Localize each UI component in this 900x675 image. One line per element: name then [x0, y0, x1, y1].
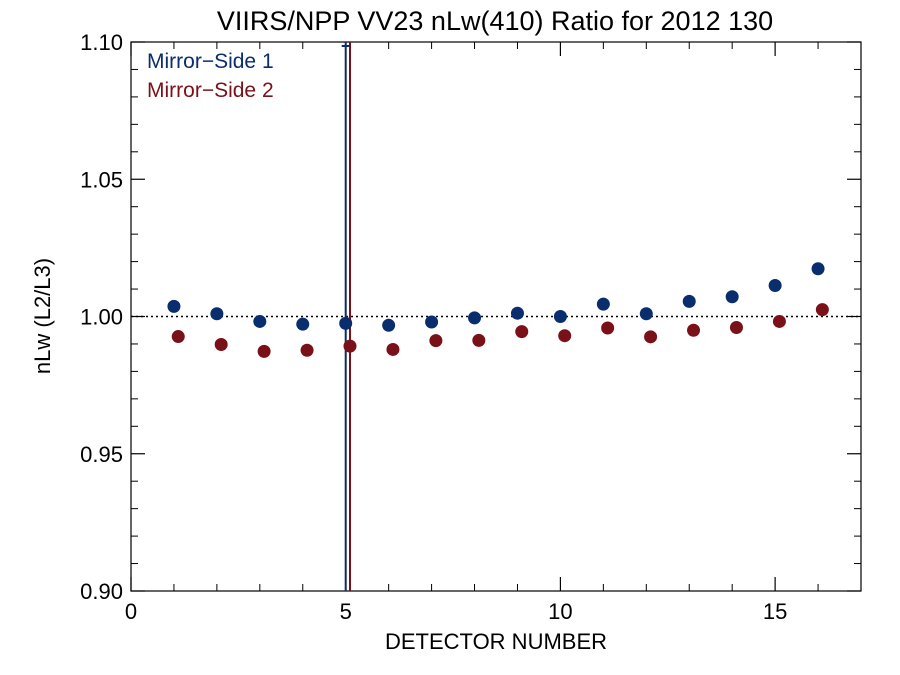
- series-1-point: [639, 307, 653, 321]
- y-tick-label: 0.90: [80, 579, 123, 604]
- series-1-point: [425, 315, 439, 329]
- series-2-point: [515, 325, 529, 339]
- series-1-point: [682, 294, 696, 308]
- series-2-point: [429, 334, 443, 348]
- y-tick-label: 1.05: [80, 167, 123, 192]
- series-1-point: [596, 297, 610, 311]
- y-tick-label: 0.95: [80, 442, 123, 467]
- tick-labels: 0 5 10 15 0.90 0.95 1.00 1.05 1.10: [80, 30, 787, 624]
- series-2-point: [601, 321, 615, 335]
- legend-entry-mirror-side-1: Mirror−Side 1: [147, 50, 274, 73]
- series-1-point: [768, 278, 782, 292]
- series-2-point: [772, 314, 786, 328]
- series-1-point: [553, 310, 567, 323]
- series-1-point: [210, 307, 224, 321]
- x-tick-label: 15: [763, 599, 787, 624]
- series-2-point: [300, 343, 314, 357]
- series-1-point: [339, 316, 353, 330]
- y-tick-label: 1.00: [80, 305, 123, 330]
- series-1-point: [382, 318, 396, 332]
- x-axis-label: DETECTOR NUMBER: [385, 629, 607, 654]
- vertical-lines: [341, 42, 351, 591]
- data-points: [167, 262, 829, 358]
- series-1-point: [167, 299, 181, 313]
- series-1-point: [296, 317, 310, 331]
- series-2-point: [386, 342, 400, 356]
- chart-title: VIIRS/NPP VV23 nLw(410) Ratio for 2012 1…: [217, 6, 773, 36]
- series-1-point: [510, 306, 524, 320]
- legend-entry-mirror-side-2: Mirror−Side 2: [147, 79, 274, 102]
- legend: Mirror−Side 1 Mirror−Side 2: [147, 50, 274, 102]
- series-2-point: [729, 320, 743, 334]
- series-2-point: [171, 330, 185, 344]
- series-2-point: [558, 329, 572, 343]
- series-1-point: [725, 290, 739, 304]
- series-2-point: [257, 344, 271, 358]
- series-1-point: [468, 311, 482, 325]
- series-1-point: [811, 262, 825, 276]
- y-tick-label: 1.10: [80, 30, 123, 55]
- x-tick-label: 0: [125, 599, 137, 624]
- x-tick-label: 10: [548, 599, 572, 624]
- series-2-point: [343, 339, 357, 353]
- x-tick-label: 5: [340, 599, 352, 624]
- y-axis-label: nLw (L2/L3): [30, 258, 55, 374]
- series-2-point: [644, 330, 658, 344]
- series-2-point: [214, 337, 228, 351]
- series-2-point: [815, 303, 829, 317]
- series-2-point: [687, 323, 701, 337]
- series-2-point: [472, 333, 486, 347]
- series-1-point: [253, 314, 267, 328]
